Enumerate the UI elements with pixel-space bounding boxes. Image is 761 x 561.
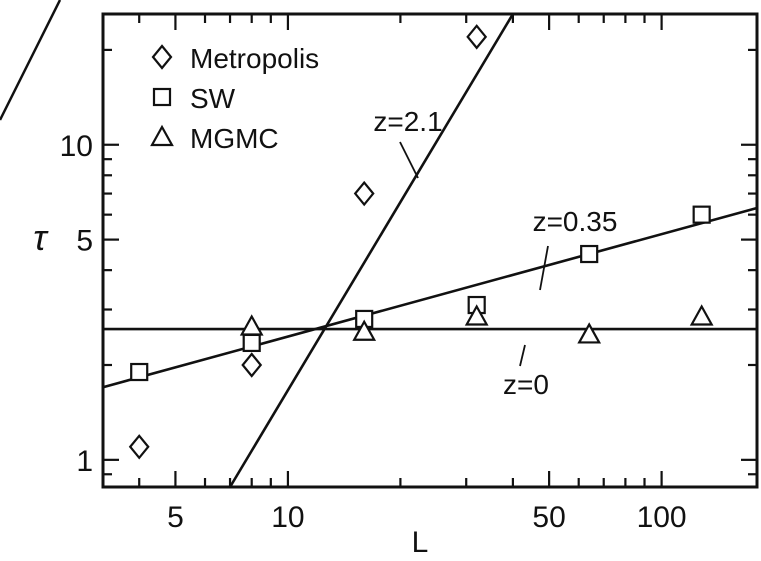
fit-line xyxy=(102,206,758,389)
triangle-point xyxy=(352,319,377,341)
fit-lines-group: z=2.1 z=0.35 z=0 xyxy=(102,13,758,488)
legend-label: Metropolis xyxy=(190,43,319,74)
legend-label: SW xyxy=(190,83,236,114)
x-axis-label: L xyxy=(412,526,429,559)
diamond-point xyxy=(353,180,375,207)
fit-line-label: z=2.1 xyxy=(373,106,442,137)
triangle-point xyxy=(577,322,602,344)
corner-stroke xyxy=(0,0,62,121)
diamond-point xyxy=(241,352,263,378)
square-point xyxy=(580,244,599,264)
x-tick-label: 5 xyxy=(167,501,184,534)
legend-diamond-icon xyxy=(151,44,173,70)
y-tick-label: 1 xyxy=(76,445,93,478)
y-tick-label: 10 xyxy=(60,130,93,163)
diamond-point xyxy=(128,434,150,460)
legend: Metropolis SW MGMC xyxy=(150,43,319,154)
fit-label-leader xyxy=(539,245,549,291)
y-axis-label: τ xyxy=(33,217,49,258)
square-point xyxy=(242,333,261,353)
square-point xyxy=(130,362,149,382)
fit-label-leader xyxy=(519,344,526,367)
triangle-point xyxy=(689,304,714,326)
diamond-point xyxy=(466,24,488,50)
x-tick-label: 100 xyxy=(637,501,687,534)
x-tick-label: 10 xyxy=(271,501,304,534)
legend-square-icon xyxy=(152,87,172,107)
fit-line-label: z=0 xyxy=(503,369,549,400)
data-points-group xyxy=(128,24,714,460)
fit-label-leader xyxy=(399,141,419,179)
triangle-point xyxy=(239,314,264,336)
fit-line-label: z=0.35 xyxy=(533,206,618,237)
square-point xyxy=(692,205,711,224)
axes-group: 5 10 50 100 1 5 10 xyxy=(0,0,759,534)
x-tick-label: 50 xyxy=(532,501,565,534)
plot-frame xyxy=(101,12,759,489)
legend-label: MGMC xyxy=(190,123,279,154)
triangle-point xyxy=(464,304,489,326)
fit-line xyxy=(228,13,515,488)
y-tick-label: 5 xyxy=(76,225,93,258)
legend-triangle-icon xyxy=(150,124,174,147)
